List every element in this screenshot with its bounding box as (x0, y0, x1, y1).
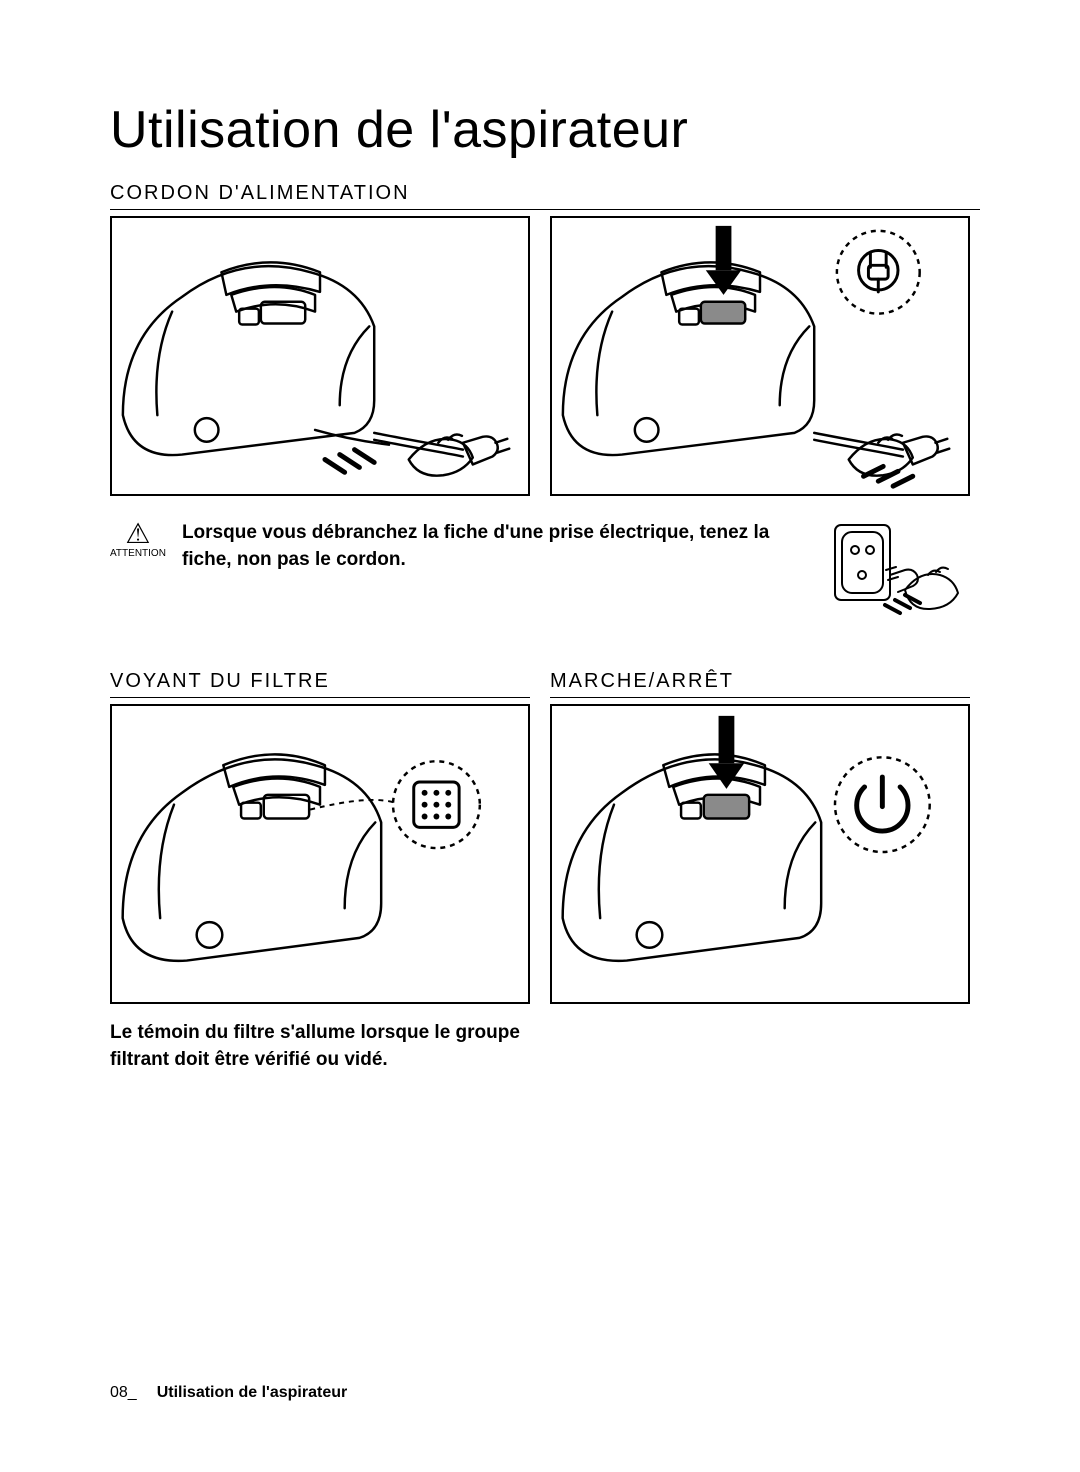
filter-note-text: Le témoin du ﬁltre s'allume lorsque le g… (110, 1020, 530, 1073)
footer-section-label: Utilisation de l'aspirateur (157, 1384, 348, 1401)
figure-power-button (550, 704, 970, 1004)
cord-figures-row (110, 216, 980, 496)
section-filter-heading: VOYANT DU FILTRE (110, 670, 530, 698)
page-title: Utilisation de l'aspirateur (110, 100, 980, 160)
caution-block: ⚠ ATTENTION Lorsque vous débranchez la ﬁ… (110, 520, 980, 630)
section-cord-heading: CORDON D'ALIMENTATION (110, 182, 980, 210)
page-footer: 08_ Utilisation de l'aspirateur (110, 1384, 347, 1402)
figure-outlet-unplug (830, 520, 980, 630)
figure-cord-pull (110, 216, 530, 496)
caution-icon: ⚠ ATTENTION (110, 520, 166, 559)
footer-page-number: 08_ (110, 1384, 137, 1401)
caution-text: Lorsque vous débranchez la ﬁche d'une pr… (182, 520, 814, 573)
figure-filter-indicator (110, 704, 530, 1004)
section-power-heading: MARCHE/ARRÊT (550, 670, 970, 698)
figure-cord-retract (550, 216, 970, 496)
row-filter-power: VOYANT DU FILTRE (110, 670, 980, 1073)
